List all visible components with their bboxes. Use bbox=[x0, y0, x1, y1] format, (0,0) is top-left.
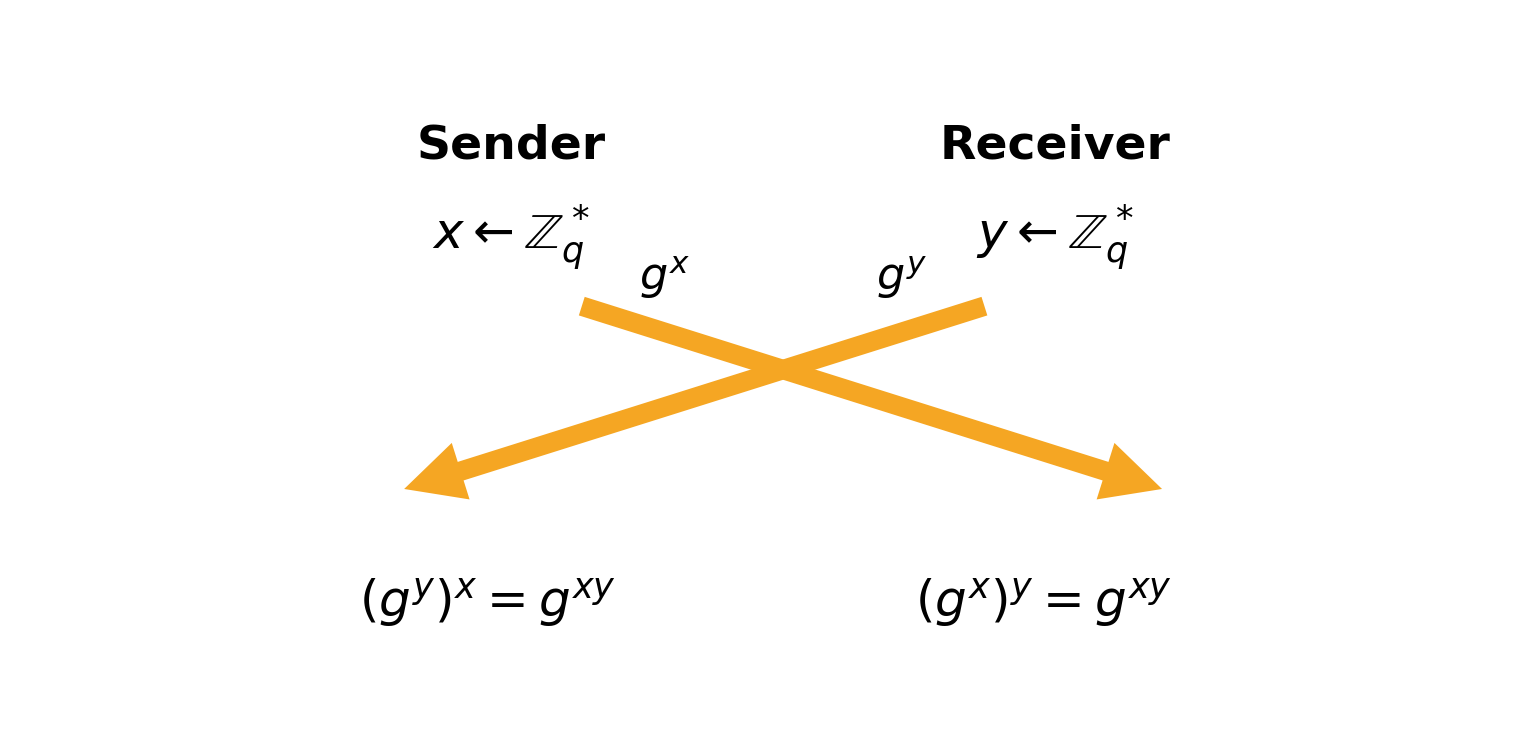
Text: $g^y$: $g^y$ bbox=[876, 254, 927, 301]
Text: $g^x$: $g^x$ bbox=[639, 254, 691, 301]
Text: Sender: Sender bbox=[416, 124, 605, 168]
Text: Receiver: Receiver bbox=[940, 124, 1170, 168]
Text: $(g^x)^y = g^{xy}$: $(g^x)^y = g^{xy}$ bbox=[915, 577, 1172, 630]
Text: $(g^y)^x = g^{xy}$: $(g^y)^x = g^{xy}$ bbox=[359, 577, 616, 630]
Text: $x \leftarrow \mathbb{Z}_q^*$: $x \leftarrow \mathbb{Z}_q^*$ bbox=[431, 203, 590, 272]
Text: $y \leftarrow \mathbb{Z}_q^*$: $y \leftarrow \mathbb{Z}_q^*$ bbox=[976, 203, 1135, 272]
